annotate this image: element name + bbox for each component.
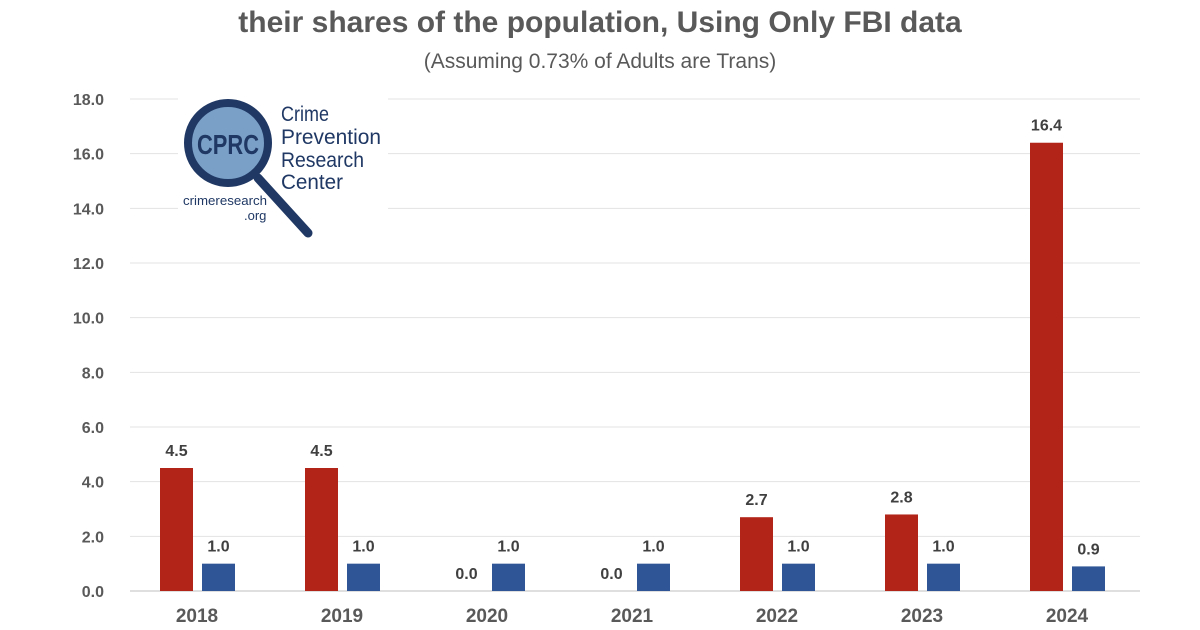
magnifier-icon: CPRC Crime Prevention Research Center cr…	[183, 99, 381, 238]
bar	[202, 563, 235, 591]
x-tick-label: 2018	[176, 606, 218, 627]
x-tick-label: 2023	[901, 606, 943, 627]
logo-acronym: CPRC	[197, 129, 259, 160]
logo-name-line: Prevention	[281, 126, 381, 149]
data-label: 1.0	[787, 539, 809, 556]
logo-name-line: Research	[281, 149, 364, 172]
y-tick-label: 10.0	[73, 311, 104, 328]
bar	[885, 514, 918, 591]
x-tick-label: 2024	[1046, 606, 1089, 627]
chart-title: their shares of the population, Using On…	[238, 6, 962, 39]
bar	[160, 468, 193, 591]
data-label: 2.7	[745, 492, 767, 509]
y-tick-label: 16.0	[73, 147, 104, 164]
logo-name-line: Center	[281, 171, 343, 194]
y-tick-label: 0.0	[82, 584, 104, 601]
data-label: 0.0	[455, 566, 477, 583]
x-tick-label: 2022	[756, 606, 798, 627]
data-label: 0.9	[1077, 541, 1099, 558]
bar	[927, 563, 960, 591]
y-tick-label: 4.0	[82, 475, 104, 492]
bar	[492, 563, 525, 591]
data-label: 1.0	[352, 539, 374, 556]
x-tick-label: 2021	[611, 606, 654, 627]
y-tick-label: 2.0	[82, 529, 104, 546]
y-tick-label: 12.0	[73, 256, 104, 273]
data-label: 1.0	[932, 539, 954, 556]
y-tick-label: 6.0	[82, 420, 104, 437]
cprc-logo: CPRC Crime Prevention Research Center cr…	[178, 88, 388, 238]
bar	[1030, 142, 1063, 591]
logo-url-line: .org	[244, 208, 266, 223]
bar	[782, 563, 815, 591]
data-label: 4.5	[165, 443, 187, 460]
y-tick-label: 14.0	[73, 201, 104, 218]
bar	[305, 468, 338, 591]
data-label: 2.8	[890, 489, 912, 506]
data-label: 16.4	[1031, 118, 1062, 135]
bar	[1072, 566, 1105, 591]
x-tick-label: 2020	[466, 606, 508, 627]
logo-url-line: crimeresearch	[183, 193, 267, 208]
data-label: 4.5	[310, 443, 332, 460]
bar	[740, 517, 773, 591]
chart-subtitle: (Assuming 0.73% of Adults are Trans)	[423, 50, 777, 73]
bar	[637, 563, 670, 591]
x-tick-label: 2019	[321, 606, 363, 627]
y-tick-label: 8.0	[82, 365, 104, 382]
data-label: 1.0	[642, 539, 664, 556]
bar	[347, 563, 380, 591]
logo-name-line: Crime	[281, 103, 329, 126]
y-tick-label: 18.0	[73, 92, 104, 109]
data-label: 0.0	[600, 566, 622, 583]
data-label: 1.0	[497, 539, 519, 556]
data-label: 1.0	[207, 539, 229, 556]
